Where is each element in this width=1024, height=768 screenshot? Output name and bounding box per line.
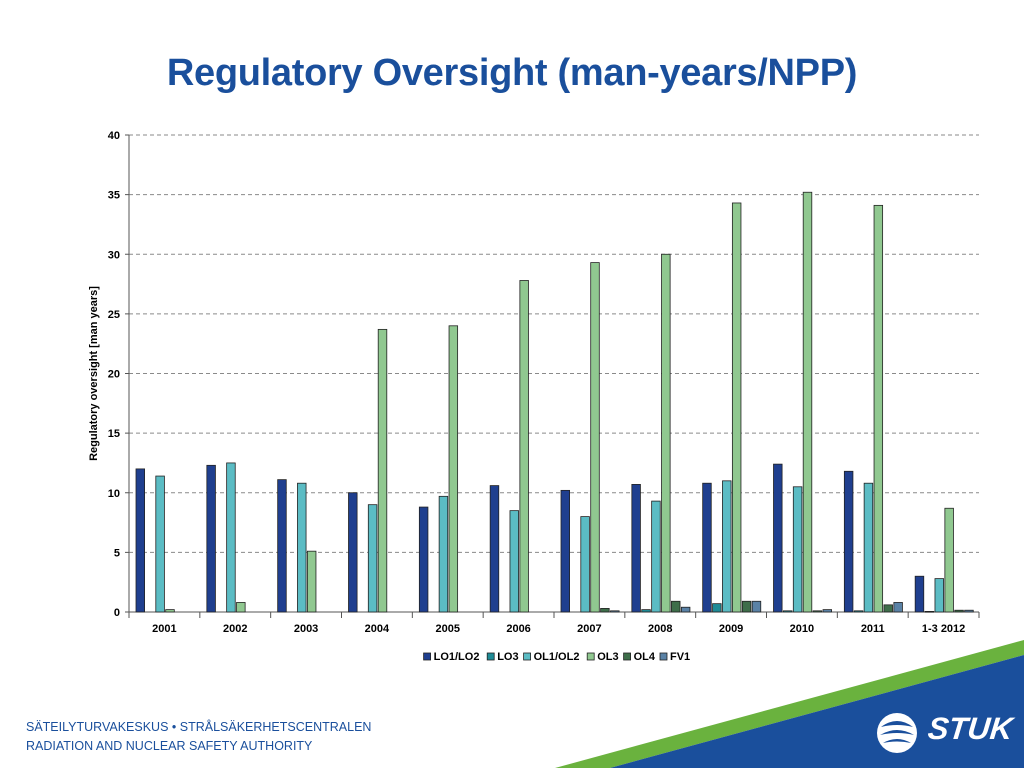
bar xyxy=(641,609,651,613)
blue-stripe xyxy=(610,655,1024,768)
y-tick-label: 10 xyxy=(108,488,120,500)
legend-label: OL4 xyxy=(634,651,656,663)
legend-swatch xyxy=(659,652,668,661)
bar xyxy=(580,516,590,613)
bar xyxy=(722,480,732,613)
bar xyxy=(438,495,449,613)
bar xyxy=(944,507,954,613)
x-tick-label: 2007 xyxy=(577,623,601,635)
y-tick-label: 15 xyxy=(108,428,120,440)
x-tick-label: 2011 xyxy=(861,623,885,635)
bar xyxy=(924,611,935,613)
legend-swatch xyxy=(423,652,432,661)
bar xyxy=(306,550,317,613)
y-axis-label: Regulatory oversight [man years] xyxy=(88,286,100,461)
x-tick-label: 2010 xyxy=(790,623,814,635)
stuk-logo-text: STUK xyxy=(926,711,1015,746)
bar xyxy=(236,602,246,613)
legend-label: OL3 xyxy=(597,651,618,663)
x-tick-label: 2001 xyxy=(152,623,176,635)
bar xyxy=(226,462,236,613)
bar xyxy=(418,506,429,613)
legend-label: LO3 xyxy=(497,651,518,663)
bar xyxy=(812,610,823,613)
bar xyxy=(509,510,519,613)
y-tick-label: 20 xyxy=(108,369,120,381)
legend-swatch xyxy=(586,652,595,661)
bar xyxy=(661,253,671,613)
x-tick-label: 2005 xyxy=(436,623,460,635)
y-tick-label: 25 xyxy=(108,309,120,321)
bar xyxy=(165,609,175,613)
x-tick-label: 2003 xyxy=(294,623,318,635)
bar xyxy=(448,325,459,613)
y-tick-label: 40 xyxy=(108,130,120,142)
bar xyxy=(135,468,146,613)
page-title: Regulatory Oversight (man-years/NPP) xyxy=(166,52,858,94)
x-tick-label: 2008 xyxy=(648,623,672,635)
bar xyxy=(783,610,793,613)
legend-label: OL1/OL2 xyxy=(534,651,580,663)
bar xyxy=(631,484,641,613)
bar xyxy=(822,609,833,613)
bar xyxy=(671,600,681,613)
bar xyxy=(863,482,874,613)
x-tick-label: 2009 xyxy=(719,623,743,635)
legend-label: FV1 xyxy=(670,651,690,663)
bar xyxy=(792,486,803,613)
legend-swatch xyxy=(523,652,531,661)
bar xyxy=(377,328,388,613)
bar xyxy=(873,204,884,613)
legend-swatch xyxy=(623,652,631,661)
y-tick-label: 0 xyxy=(114,607,120,619)
y-tick-label: 35 xyxy=(108,190,120,202)
bar-chart: 0 5 10 15 20 25 30 35 40 Regulatory oversight [ma… xyxy=(88,130,980,663)
bar xyxy=(348,492,358,613)
bar xyxy=(731,202,742,613)
bar xyxy=(964,609,974,613)
legend-label: LO1/LO2 xyxy=(434,651,480,663)
bar xyxy=(712,603,722,613)
y-tick-label: 5 xyxy=(114,547,120,559)
bar xyxy=(934,578,944,613)
bar xyxy=(489,485,500,613)
green-stripe xyxy=(555,640,1024,768)
bar xyxy=(802,191,813,613)
bar xyxy=(751,600,762,613)
bar xyxy=(702,482,712,613)
bar xyxy=(843,470,854,613)
footer-org-name-english: RADIATION AND NUCLEAR SAFETY AUTHORITY xyxy=(26,739,313,753)
x-tick-label: 2002 xyxy=(223,623,247,635)
stuk-logo-icon xyxy=(877,713,917,753)
legend-swatch xyxy=(486,652,495,661)
bar xyxy=(893,602,903,613)
x-tick-label: 2006 xyxy=(506,623,530,635)
bar xyxy=(297,482,307,613)
bar xyxy=(206,464,216,613)
bar xyxy=(914,575,925,613)
bar xyxy=(954,609,964,613)
bar xyxy=(277,479,287,613)
bar xyxy=(367,504,378,613)
bar xyxy=(610,610,620,613)
bar xyxy=(519,280,529,613)
x-tick-label: 2004 xyxy=(365,623,390,635)
bar xyxy=(600,608,610,613)
bar xyxy=(773,463,783,613)
bar xyxy=(590,262,600,613)
x-tick-label: 1-3 2012 xyxy=(922,623,965,635)
bar xyxy=(883,604,893,613)
bar xyxy=(155,475,165,613)
y-tick-label: 30 xyxy=(108,249,120,261)
bar xyxy=(741,600,752,613)
bar xyxy=(680,606,691,613)
bar xyxy=(560,489,571,613)
bar xyxy=(853,610,864,613)
bar xyxy=(651,500,661,613)
footer-org-name: SÄTEILYTURVAKESKUS • STRÅLSÄKERHETSCENTR… xyxy=(26,720,372,734)
